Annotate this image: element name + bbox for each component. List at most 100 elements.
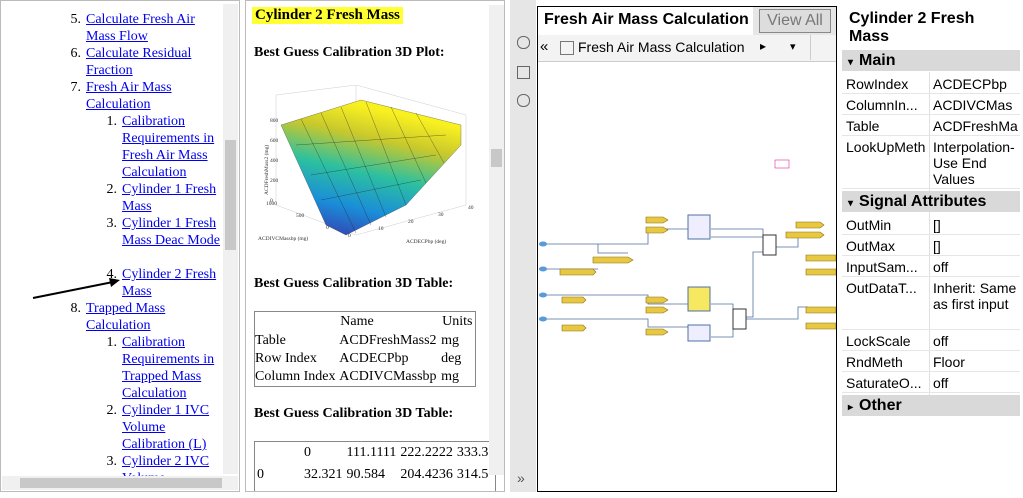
z-label: ACDFreshMass2 (mg) — [263, 145, 270, 195]
property-value: [] — [933, 217, 941, 233]
cell: ACDFreshMass2 — [339, 333, 437, 348]
toc-marker: 4. — [106, 267, 118, 282]
property-row: RndMeth Floor — [842, 351, 1020, 372]
toc-marker: 5. — [70, 12, 82, 27]
toc-link[interactable]: Trapped Mass Calculation — [86, 301, 166, 333]
property-label: RndMeth — [846, 354, 903, 370]
cell: mg — [441, 333, 459, 348]
cell: mg — [441, 369, 459, 384]
z-tick: 0 — [270, 198, 273, 204]
model-pane: Fresh Air Mass Calculation View All « Fr… — [537, 6, 837, 492]
toc-link[interactable]: Calculate Fresh Air Mass Flow — [86, 12, 195, 44]
dropdown[interactable]: ▾ — [790, 41, 796, 53]
property-value: [] — [933, 238, 941, 254]
toc-marker: 7. — [70, 80, 82, 95]
z-tick: 400 — [270, 158, 279, 164]
cell — [255, 442, 302, 464]
inspector-title: Cylinder 2 Fresh Mass — [849, 10, 975, 45]
table-row: Table ACDFreshMass2 mg — [255, 332, 476, 350]
toc-link[interactable]: Fresh Air Mass Calculation — [86, 80, 172, 112]
property-label: LockScale — [846, 333, 911, 349]
section-header[interactable]: ▾ Signal Attributes — [842, 191, 1020, 212]
cell: ACDECPbp — [339, 351, 409, 366]
scroll-thumb[interactable] — [225, 140, 236, 250]
section-header[interactable]: ▾ Main — [842, 50, 1020, 71]
toc-link[interactable]: Cylinder 1 Fresh Mass — [122, 182, 217, 214]
x-label: ACDECPbp (deg) — [406, 238, 446, 245]
toc-link[interactable]: Cylinder 1 Fresh Mass Deac Mode — [122, 216, 220, 248]
report-vscroll[interactable] — [489, 5, 504, 475]
toc-link[interactable]: Cylinder 1 IVC Volume Calibration (L) — [122, 403, 210, 452]
cell: 204.4236 — [400, 467, 453, 482]
x-tick: 20 — [408, 219, 414, 225]
search[interactable] — [810, 35, 835, 60]
section-arrow: ▾ — [848, 57, 854, 68]
toc-link[interactable]: Calibration Requirements in Fresh Air Ma… — [122, 114, 215, 180]
property-value: Inherit: Same as first input — [933, 280, 1017, 312]
cell: 0 — [304, 445, 311, 460]
toc-marker: 6. — [70, 46, 82, 61]
scroll-thumb[interactable] — [491, 149, 502, 167]
toc-hscroll[interactable] — [2, 476, 238, 490]
property-label: OutMax — [846, 238, 896, 254]
toc-link[interactable]: Calibration Requirements in Trapped Mass… — [122, 335, 215, 401]
scroll-thumb[interactable] — [20, 478, 222, 488]
property-row: LockScale off — [842, 330, 1020, 351]
toc-pane: 5. Calculate Fresh Air Mass Flow 6. Calcula… — [0, 0, 240, 492]
property-value: ACDFreshMa — [933, 118, 1018, 134]
y-tick: 500 — [296, 213, 305, 219]
property-value: off — [933, 375, 949, 391]
section-name: Signal Attributes — [859, 193, 987, 210]
table-row: 0 111.1111 222.2222 333.3 — [255, 442, 490, 464]
cell: 32.321 — [304, 467, 343, 482]
property-row: ColumnIn... ACDIVCMas — [842, 94, 1020, 115]
y-label: ACDIVCMassbp (mg) — [258, 235, 308, 242]
next[interactable]: ▸ — [760, 39, 767, 53]
property-row: LookUpMeth Interpolation-Use End Values — [842, 136, 1020, 189]
column-divider — [929, 72, 930, 402]
header-cell: Name — [340, 314, 374, 329]
cell: 0 — [257, 467, 264, 482]
model-tab[interactable]: Fresh Air Mass Calculation — [538, 7, 753, 35]
section-name: Main — [859, 52, 896, 69]
data-table: 0 111.1111 222.2222 333.3 0 32.321 90.584 204.4… — [255, 442, 490, 486]
zoom-icon[interactable] — [517, 94, 530, 107]
breadcrumb[interactable]: Fresh Air Mass Calculation — [578, 39, 745, 55]
nav-icon[interactable] — [517, 36, 530, 49]
back[interactable]: « — [540, 38, 549, 55]
section-arrow: ▸ — [848, 402, 854, 413]
header-cell: Units — [442, 314, 473, 329]
cell: 333.3 — [456, 445, 489, 460]
cell: Column Index — [255, 369, 336, 384]
property-row: SaturateO... off — [842, 372, 1020, 393]
property-value: off — [933, 259, 949, 275]
section-header[interactable]: ▸ Other — [842, 395, 1020, 416]
x-tick: 0 — [348, 233, 351, 239]
fit-icon[interactable] — [517, 66, 530, 79]
toc-vscroll[interactable] — [223, 4, 238, 474]
property-label: ColumnIn... — [846, 97, 918, 113]
z-tick: 800 — [270, 118, 279, 124]
y-tick: 1000 — [266, 201, 277, 207]
breadcrumb-bar: « Fresh Air Mass Calculation ▸ ▾ — [538, 35, 836, 62]
expand-icon[interactable]: » — [517, 470, 525, 486]
section-arrow: ▾ — [848, 198, 854, 209]
z-tick: 200 — [270, 178, 279, 184]
toc-link[interactable]: Cylinder 2 Fresh Mass — [122, 267, 217, 299]
data-table-box: 0 111.1111 222.2222 333.3 0 32.321 90.584 204.4… — [254, 441, 496, 491]
toc-marker: 2. — [106, 403, 118, 418]
view-all-tab[interactable]: View All — [759, 9, 831, 33]
pointer-arrow — [32, 278, 120, 299]
heading: Best Guess Calibration 3D Table: — [254, 406, 454, 421]
property-row: RowIndex ACDECPbp — [842, 73, 1020, 94]
cell: 111.1111 — [346, 445, 397, 460]
heading: Best Guess Calibration 3D Table: — [254, 276, 454, 291]
toc-link[interactable]: Calculate Residual Fraction — [86, 46, 192, 78]
calibration-table: Name Units Table ACDFreshMass2 mg Row Index AC… — [254, 311, 476, 387]
heading: Best Guess Calibration 3D Plot: — [254, 45, 445, 60]
property-value: ACDECPbp — [933, 76, 1007, 92]
property-label: RowIndex — [846, 76, 909, 92]
report-title: Cylinder 2 Fresh Mass — [252, 7, 403, 24]
property-label: SaturateO... — [846, 375, 922, 391]
